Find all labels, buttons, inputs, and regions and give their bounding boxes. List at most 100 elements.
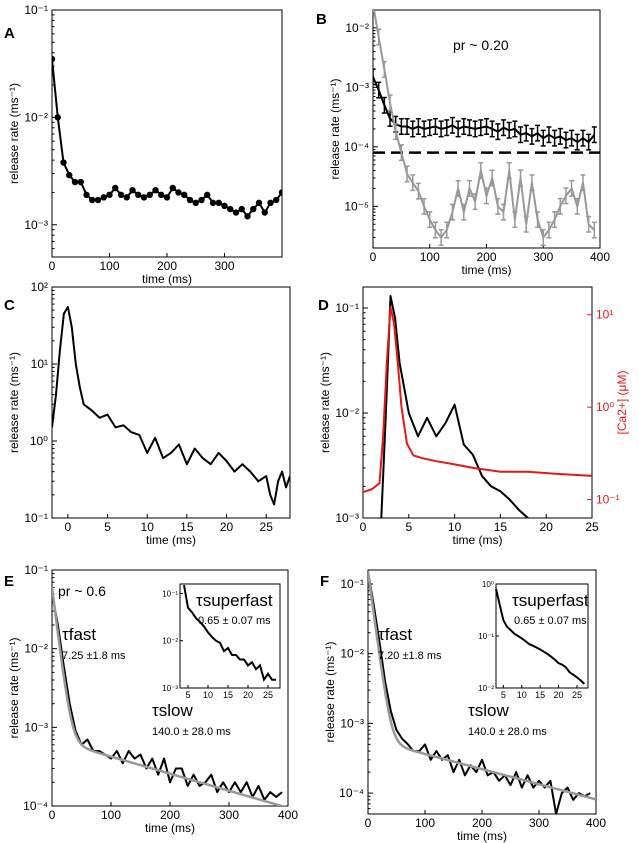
x-tick-label: 25 — [260, 520, 274, 534]
series-line-0 — [52, 306, 290, 506]
y-tick-label: 10² — [31, 280, 48, 294]
data-point — [94, 196, 102, 204]
axes-frame — [51, 286, 291, 519]
x-axis-label: time (ms) — [145, 821, 195, 835]
y-tick-label: 10⁻¹ — [24, 511, 48, 525]
y-tick-label: 10⁻³ — [24, 720, 48, 734]
x-tick-label: 300 — [219, 808, 239, 822]
y-tick-label: 10⁰ — [30, 434, 48, 448]
plot-area — [52, 55, 282, 220]
inset-y-tick-label: 10⁻³ — [162, 684, 178, 693]
x-tick-label: 0 — [370, 250, 377, 264]
data-point — [106, 191, 113, 199]
x-tick-label: 15 — [180, 520, 194, 534]
x-tick-label: 200 — [472, 816, 492, 830]
inset-x-tick-label: 25 — [263, 690, 273, 700]
y-tick-label: 10⁻³ — [345, 80, 369, 94]
x-tick-label: 20 — [540, 520, 554, 534]
y-tick-label: 10⁻⁴ — [23, 799, 48, 813]
panel-letter: E — [4, 573, 14, 590]
x-tick-label: 300 — [214, 259, 234, 273]
tau-fast-label: τfast — [378, 625, 412, 644]
x-tick-label: 400 — [278, 808, 298, 822]
plot-area — [368, 571, 596, 814]
y-tick-label: 10⁻³ — [340, 716, 364, 730]
y-tick-label: 10⁻¹ — [340, 577, 364, 591]
tau-fast-value: 7.20 ±1.8 ms — [378, 650, 442, 662]
x-tick-label: 200 — [160, 808, 180, 822]
data-point — [261, 209, 268, 216]
x-axis-label: time (ms) — [453, 533, 503, 547]
data-point — [267, 199, 274, 207]
inset-y-tick-label: 10⁰ — [482, 580, 494, 589]
axes-frame — [51, 9, 283, 258]
series-line-0 — [368, 571, 591, 814]
data-point — [54, 114, 61, 121]
y-tick-label: 10¹ — [31, 357, 48, 371]
data-point — [192, 199, 199, 207]
data-point — [209, 199, 217, 207]
inset-x-tick-label: 15 — [223, 690, 233, 700]
data-point — [238, 205, 245, 213]
y-tick-label: 10⁻³ — [24, 218, 48, 232]
series-line-1 — [373, 10, 596, 239]
data-point — [112, 184, 119, 192]
inset-y-tick-label: 10⁻¹ — [162, 589, 178, 598]
inset-value: 0.65 ± 0.07 ms — [514, 615, 587, 627]
x-tick-label: 400 — [586, 816, 606, 830]
inset-x-tick-label: 5 — [185, 690, 190, 700]
data-point — [198, 196, 205, 204]
inset-frame — [495, 583, 589, 689]
y-axis-label: release rate (ms⁻¹) — [323, 641, 337, 742]
plot-area — [52, 586, 286, 806]
data-point — [129, 186, 136, 194]
y-tick-label: 10⁻² — [24, 110, 48, 124]
data-point — [60, 159, 67, 166]
x-axis-label: time (ms) — [142, 272, 192, 286]
data-point — [244, 213, 251, 220]
data-point — [89, 196, 96, 204]
data-point — [186, 196, 194, 204]
y2-axis-label: [Ca2+] (μM) — [615, 371, 629, 435]
y2-tick-label: 10¹ — [596, 308, 613, 322]
x-tick-label: 0 — [65, 520, 72, 534]
x-tick-label: 0 — [365, 816, 372, 830]
series-line-0 — [52, 593, 283, 801]
data-point — [117, 191, 125, 199]
y-tick-label: 10⁻¹ — [24, 563, 48, 577]
y2-tick-label: 10⁰ — [596, 400, 614, 414]
x-tick-label: 20 — [220, 520, 234, 534]
inset-series-line — [183, 584, 276, 683]
inset-y-tick-label: 10⁻¹ — [478, 632, 494, 641]
x-tick-label: 100 — [101, 808, 121, 822]
y-tick-label: 10⁻⁴ — [339, 786, 364, 800]
data-point — [181, 191, 188, 199]
series-line-0 — [380, 295, 529, 518]
inset-plot: 5 10 15 20 25 10⁻¹ 10⁻² 10⁻³ τsuperfast 0.65 ± 0.… — [162, 583, 281, 700]
tau-slow-value: 140.0 ± 28.0 ms — [468, 726, 547, 738]
y-axis-label: release rate (ms⁻¹) — [318, 352, 332, 453]
y-tick-label: 10⁻¹ — [24, 3, 48, 17]
data-point — [278, 189, 282, 196]
y-axis-label: release rate (ms⁻¹) — [7, 83, 21, 184]
data-point — [250, 205, 257, 213]
panel-letter: F — [320, 573, 329, 590]
data-point — [83, 191, 90, 199]
data-point — [100, 194, 107, 201]
x-tick-label: 400 — [590, 250, 610, 264]
y-axis-label: release rate (ms⁻¹) — [7, 637, 21, 738]
x-tick-label: 5 — [405, 520, 412, 534]
x-tick-label: 300 — [533, 250, 553, 264]
inset-x-tick-label: 5 — [501, 690, 506, 700]
data-point — [163, 194, 171, 201]
x-tick-label: 5 — [104, 520, 111, 534]
panel-f: F 0 100 200 300 400 10⁻¹ 10⁻² 10⁻³ 10⁻⁴ time (ms) r… — [320, 569, 606, 843]
data-point — [152, 186, 159, 194]
y-tick-label: 10⁻⁵ — [344, 199, 369, 213]
y-tick-label: 10⁻⁴ — [344, 140, 369, 154]
inset-x-tick-label: 25 — [572, 690, 582, 700]
series-line-1 — [363, 306, 592, 494]
series-line-1 — [52, 586, 286, 806]
data-point — [255, 199, 263, 207]
panel-letter: B — [316, 11, 327, 28]
